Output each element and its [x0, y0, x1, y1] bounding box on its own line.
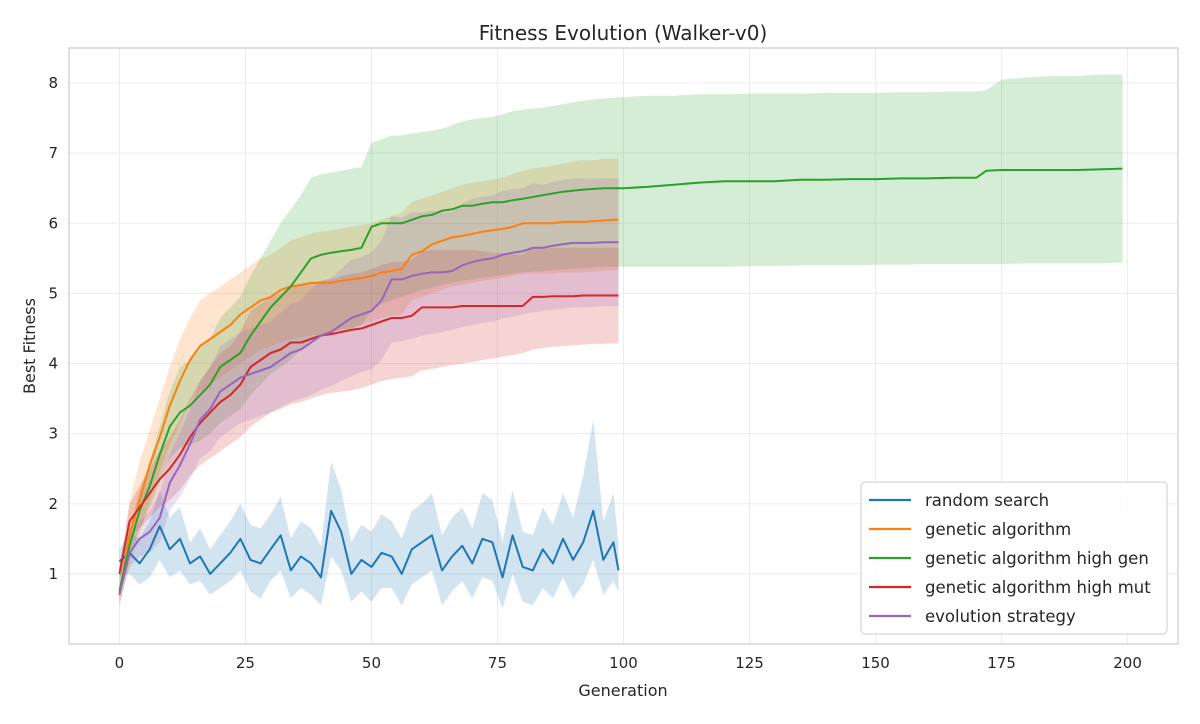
legend: random search genetic algorithm genetic al…: [860, 481, 1168, 635]
y-axis-title: Best Fitness: [20, 298, 39, 394]
legend-label: genetic algorithm high gen: [925, 549, 1149, 568]
x-tick-label: 200: [1113, 654, 1142, 672]
confidence-band-4: [119, 178, 619, 606]
x-tick-label: 175: [987, 654, 1016, 672]
x-tick-label: 0: [115, 654, 125, 672]
y-tick-label: 8: [48, 74, 58, 92]
y-tick-label: 5: [48, 284, 58, 302]
confidence-bands: [119, 74, 1123, 609]
x-axis-title: Generation: [578, 681, 667, 700]
y-tick-label: 1: [48, 565, 58, 583]
x-tick-label: 25: [236, 654, 255, 672]
series-lines: [118, 167, 1123, 596]
plot-frame: [68, 47, 1179, 645]
y-tick-label: 4: [48, 355, 58, 373]
confidence-band-0: [119, 419, 619, 609]
y-tick-label: 6: [48, 214, 58, 232]
confidence-band-2: [119, 74, 1123, 599]
legend-label: genetic algorithm: [925, 520, 1071, 539]
series-line-3: [118, 294, 619, 575]
series-line-2: [118, 167, 1123, 592]
series-line-1: [118, 218, 619, 596]
y-tick-label: 3: [48, 425, 58, 443]
confidence-band-3: [119, 247, 619, 581]
y-tick-label: 2: [48, 495, 58, 513]
series-line-0: [118, 509, 620, 579]
x-tick-label: 125: [735, 654, 764, 672]
chart-title: Fitness Evolution (Walker-v0): [479, 21, 768, 45]
legend-label: random search: [925, 491, 1049, 510]
x-tick-label: 50: [362, 654, 381, 672]
legend-label: evolution strategy: [925, 607, 1076, 626]
confidence-band-1: [119, 158, 619, 606]
legend-label: genetic algorithm high mut: [925, 578, 1151, 597]
y-tick-labels: 1 2 3 4 5 6 7 8: [48, 74, 58, 583]
legend-box: [860, 481, 1168, 635]
x-tick-labels: 0 25 50 75 100 125 150 175 200: [115, 654, 1142, 672]
x-tick-label: 150: [861, 654, 890, 672]
x-tick-label: 75: [488, 654, 507, 672]
x-tick-label: 100: [609, 654, 638, 672]
y-tick-label: 7: [48, 144, 58, 162]
series-line-4: [118, 241, 619, 596]
